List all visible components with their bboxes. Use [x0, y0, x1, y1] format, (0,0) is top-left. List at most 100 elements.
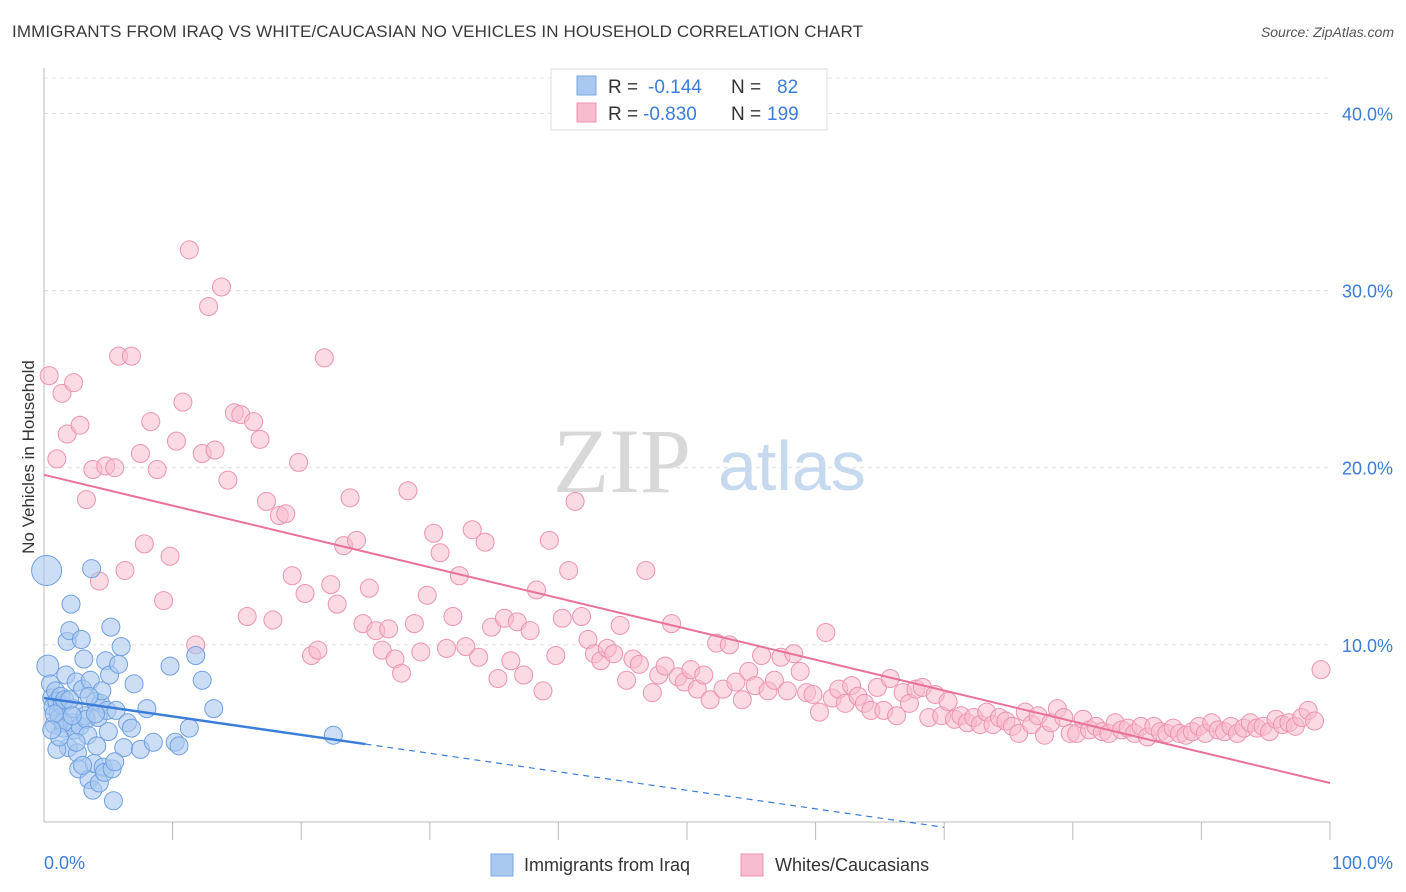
data-point-white — [147, 459, 167, 479]
data-point-white — [115, 560, 135, 580]
data-point-white — [263, 610, 283, 630]
watermark-atlas: atlas — [718, 427, 866, 505]
data-point-white — [404, 614, 424, 634]
data-point-white — [700, 690, 720, 710]
data-point-white — [321, 575, 341, 595]
data-point-white — [160, 546, 180, 566]
legend-box: R = -0.144 N = 82 R = -0.830 N = 199 — [550, 68, 828, 131]
data-point-iraq — [74, 649, 94, 669]
x-tick-label: 0.0% — [44, 853, 85, 873]
data-point-white — [443, 607, 463, 627]
data-point-iraq — [143, 732, 163, 752]
data-point-iraq — [137, 699, 157, 719]
data-point-white — [398, 481, 418, 501]
data-point-white — [565, 491, 585, 511]
data-point-white — [1311, 660, 1331, 680]
legend-swatch-blue — [576, 75, 597, 96]
y-tick-label: 20.0% — [1342, 459, 1393, 479]
data-point-white — [359, 578, 379, 598]
data-point-white — [39, 366, 59, 386]
y-tick-label: 30.0% — [1342, 282, 1393, 302]
data-point-white — [636, 560, 656, 580]
data-point-white — [308, 640, 328, 660]
data-point-white — [282, 566, 302, 586]
x-tick-labels: 0.0% 100.0% — [44, 853, 1393, 873]
data-point-white — [694, 665, 714, 685]
data-point-iraq — [192, 670, 212, 690]
data-point-white — [642, 683, 662, 703]
data-point-white — [218, 470, 238, 490]
data-point-white — [205, 440, 225, 460]
data-point-white — [430, 543, 450, 563]
data-point-white — [816, 622, 836, 642]
data-point-white — [514, 665, 534, 685]
data-point-iraq — [124, 674, 144, 694]
data-point-white — [173, 392, 193, 412]
legend-r-value-blue: -0.144 — [648, 77, 702, 98]
trend-line-iraq — [43, 696, 366, 746]
data-point-iraq — [42, 720, 62, 740]
legend-r-label-pink: R = — [608, 104, 638, 125]
data-point-iraq — [109, 654, 129, 674]
data-point-white — [47, 449, 67, 469]
y-tick-label: 40.0% — [1342, 104, 1393, 124]
data-point-white — [462, 520, 482, 540]
data-point-white — [417, 585, 437, 605]
data-point-white — [1305, 711, 1325, 731]
data-point-iraq — [36, 654, 60, 678]
data-point-white — [199, 297, 219, 317]
data-point-white — [726, 672, 746, 692]
data-point-white — [610, 615, 630, 635]
legend-r-label-blue: R = — [608, 77, 638, 98]
bottom-legend-swatch-blue — [490, 853, 514, 877]
data-point-white — [314, 348, 334, 368]
bottom-legend-swatch-pink — [740, 853, 764, 877]
data-point-white — [211, 277, 231, 297]
data-point-iraq — [44, 704, 64, 724]
data-point-white — [764, 670, 784, 690]
data-point-white — [166, 431, 186, 451]
legend-n-value-blue: 82 — [777, 77, 798, 98]
data-point-white — [424, 523, 444, 543]
legend-n-label-blue: N = — [731, 77, 761, 98]
data-point-white — [629, 654, 649, 674]
data-point-white — [295, 583, 315, 603]
data-point-white — [456, 637, 476, 657]
data-point-white — [327, 594, 347, 614]
data-point-iraq — [71, 630, 91, 650]
bottom-legend: Immigrants from Iraq Whites/Caucasians — [490, 853, 929, 877]
data-point-white — [533, 681, 553, 701]
data-point-iraq — [169, 736, 189, 756]
data-point-white — [392, 663, 412, 683]
data-point-white — [105, 458, 125, 478]
data-point-white — [777, 681, 797, 701]
data-point-iraq — [186, 645, 206, 665]
data-point-white — [154, 591, 174, 611]
data-point-white — [276, 504, 296, 524]
bottom-legend-label-blue: Immigrants from Iraq — [524, 855, 690, 875]
data-point-white — [250, 429, 270, 449]
data-point-white — [244, 412, 264, 432]
data-point-iraq — [179, 718, 199, 738]
data-point-white — [379, 619, 399, 639]
data-point-white — [604, 644, 624, 664]
data-point-iraq — [103, 791, 123, 811]
data-point-white — [179, 240, 199, 260]
data-point-white — [803, 684, 823, 704]
data-point-white — [346, 530, 366, 550]
data-point-iraq — [62, 706, 82, 726]
series-immigrants-from-iraq — [31, 554, 343, 811]
data-point-white — [572, 607, 592, 627]
bottom-legend-label-pink: Whites/Caucasians — [775, 855, 929, 875]
y-axis-label: No Vehicles in Household — [19, 360, 38, 554]
data-point-white — [130, 444, 150, 464]
data-point-white — [539, 530, 559, 550]
trend-lines — [43, 473, 1331, 828]
legend-r-value-pink: -0.830 — [643, 104, 697, 125]
data-point-white — [809, 702, 829, 722]
data-point-iraq — [121, 718, 141, 738]
x-tick-label: 100.0% — [1332, 853, 1393, 873]
data-point-white — [141, 412, 161, 432]
grid-lines — [44, 77, 1330, 646]
